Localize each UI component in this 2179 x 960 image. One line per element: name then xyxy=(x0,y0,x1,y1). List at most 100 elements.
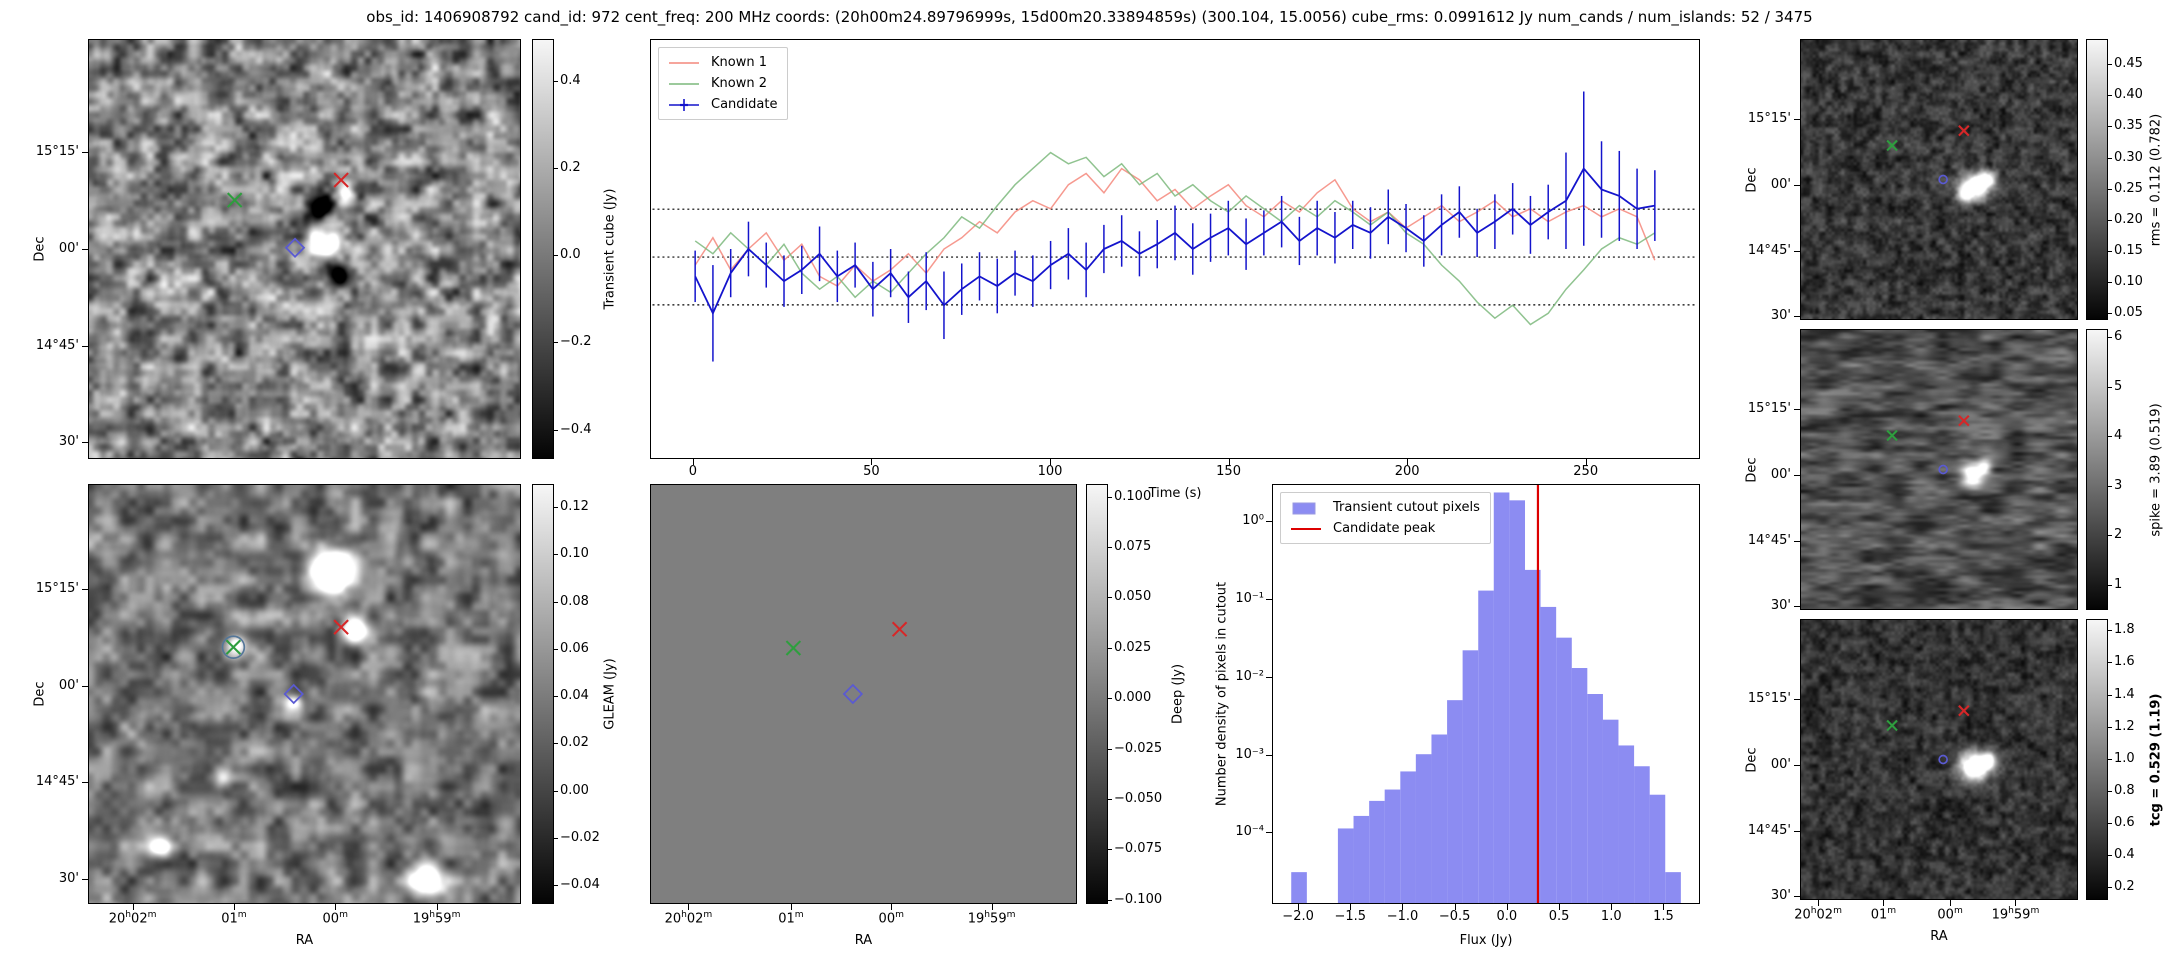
ra-tick-label: 19h59m xyxy=(1991,906,2040,923)
colorbar-tick-label: 0.25 xyxy=(2114,180,2143,196)
colorbar-tick-label: 0.06 xyxy=(560,640,589,656)
colorbar-tick-label: 0.15 xyxy=(2114,242,2143,258)
tick-mark xyxy=(2108,823,2112,825)
flux-tick-label: 0.0 xyxy=(1496,909,1518,924)
tick-mark xyxy=(82,442,88,444)
colorbar-tick-label: 0.4 xyxy=(560,72,581,88)
ra-tick-label: 19h59m xyxy=(412,910,461,927)
colorbar-tick-label: 0.12 xyxy=(560,498,589,514)
tick-mark xyxy=(1266,598,1272,600)
flux-tick-label: −0.5 xyxy=(1438,909,1471,924)
dec-tick-label: 30' xyxy=(1770,887,1791,903)
tick-mark xyxy=(1611,904,1613,910)
colorbar-tick-label: 0.10 xyxy=(560,546,589,562)
time-axis-label: Time (s) xyxy=(1148,486,1202,501)
dec-axis-label: Dec xyxy=(32,236,48,262)
lightcurve-legend: Known 1 Known 2 Candidate xyxy=(658,47,789,120)
colorbar-tick-label: −0.025 xyxy=(1114,740,1163,756)
tick-mark xyxy=(2108,790,2112,792)
ra-tick-label: 20h02m xyxy=(1794,906,1842,923)
legend-cutout-pixels: Transient cutout pixels xyxy=(1289,497,1480,518)
tick-mark xyxy=(335,904,337,910)
colorbar-tick-label: 3 xyxy=(2114,477,2123,493)
colorbar-tick-label: 0.000 xyxy=(1114,690,1152,706)
tick-mark xyxy=(82,249,88,250)
flux-tick-label: −2.0 xyxy=(1282,909,1314,924)
colorbar-tick-label: 6 xyxy=(2114,329,2123,345)
dec-tick-label: 15°15' xyxy=(1747,690,1791,706)
tick-mark xyxy=(2108,157,2112,159)
colorbar-label: Deep (Jy) xyxy=(1170,663,1186,725)
tick-mark xyxy=(1794,699,1800,701)
colorbar-tick-label: 0.02 xyxy=(560,735,589,751)
tick-mark xyxy=(1794,765,1800,767)
hist-y-tick-label: 10⁻² xyxy=(1235,668,1264,684)
dec-tick-label: 15°15' xyxy=(1747,400,1791,416)
dec-tick-label: 14°45' xyxy=(1747,532,1791,548)
tcg-colorbar xyxy=(2086,619,2108,900)
figure-title: obs_id: 1406908792 cand_id: 972 cent_fre… xyxy=(366,8,1813,26)
tick-mark xyxy=(2108,337,2112,339)
colorbar-tick-label: 0.100 xyxy=(1114,488,1152,504)
legend-known2-sample xyxy=(669,82,699,85)
histogram-plot xyxy=(1291,485,1681,903)
dec-tick-label: 30' xyxy=(1770,597,1791,613)
gleam-markers xyxy=(221,619,349,705)
tick-mark xyxy=(1266,754,1272,756)
tick-mark xyxy=(554,837,558,839)
colorbar-tick-label: 5 xyxy=(2114,378,2123,394)
dec-tick-label: 00' xyxy=(58,677,79,693)
tick-mark xyxy=(871,459,873,465)
tick-mark xyxy=(1298,904,1300,910)
tick-mark xyxy=(1585,459,1587,465)
tick-mark xyxy=(1108,698,1112,700)
legend-known2-label: Known 2 xyxy=(711,76,767,91)
legend-candidate: Candidate xyxy=(667,94,777,115)
dec-axis-label: Dec xyxy=(1744,456,1760,483)
dec-tick-label: 14°45' xyxy=(35,337,79,353)
legend-candidate-sample xyxy=(669,98,699,111)
deep-panel xyxy=(650,484,1077,904)
tick-mark xyxy=(1266,832,1272,834)
ra-tick-label: 01m xyxy=(1870,906,1897,923)
colorbar-tick-label: −0.4 xyxy=(560,421,592,437)
tick-mark xyxy=(2108,95,2112,97)
lightcurve-panel xyxy=(650,39,1700,459)
dec-axis-label: Dec xyxy=(1744,746,1760,773)
flux-tick-label: −1.0 xyxy=(1386,909,1419,924)
colorbar-tick-label: 0.2 xyxy=(560,159,581,175)
tick-mark xyxy=(692,459,694,465)
colorbar-tick-label: 0.20 xyxy=(2114,211,2143,227)
tick-mark xyxy=(1050,459,1051,465)
colorbar-tick-label: 0.8 xyxy=(2114,782,2135,798)
tick-mark xyxy=(1794,605,1800,607)
tick-mark xyxy=(2108,630,2112,632)
legend-known1-sample xyxy=(669,61,699,64)
gleam-image xyxy=(89,485,520,903)
legend-cutout-pixels-sample xyxy=(1292,502,1316,514)
dec-tick-label: 14°45' xyxy=(1747,822,1791,838)
colorbar-tick-label: 0.050 xyxy=(1114,589,1152,605)
colorbar-tick-label: 0.0 xyxy=(560,247,581,263)
colorbar-tick-label: −0.100 xyxy=(1114,891,1163,907)
tick-mark xyxy=(1794,475,1800,477)
colorbar-label: rms = 0.112 (0.782) xyxy=(2148,113,2164,246)
tick-mark xyxy=(554,554,558,556)
spike-markers xyxy=(1886,414,1970,475)
tick-mark xyxy=(82,589,88,590)
colorbar-tick-label: −0.2 xyxy=(560,334,592,350)
tick-mark xyxy=(1454,904,1456,910)
colorbar-tick-label: −0.075 xyxy=(1114,841,1163,857)
tick-mark xyxy=(554,507,558,509)
dec-tick-label: 15°15' xyxy=(1747,110,1791,126)
rms-panel xyxy=(1800,39,2078,320)
tick-mark xyxy=(2108,188,2112,190)
tick-mark xyxy=(1108,899,1112,901)
hist-y-tick-label: 10⁰ xyxy=(1242,512,1264,528)
colorbar-tick-label: 1.0 xyxy=(2114,750,2135,766)
dec-tick-label: 15°15' xyxy=(35,144,79,160)
colorbar-label: Transient cube (Jy) xyxy=(602,188,618,310)
colorbar-label: spike = 3.89 (0.519) xyxy=(2148,402,2164,537)
colorbar-label: GLEAM (Jy) xyxy=(602,658,618,730)
tick-mark xyxy=(1794,895,1800,897)
